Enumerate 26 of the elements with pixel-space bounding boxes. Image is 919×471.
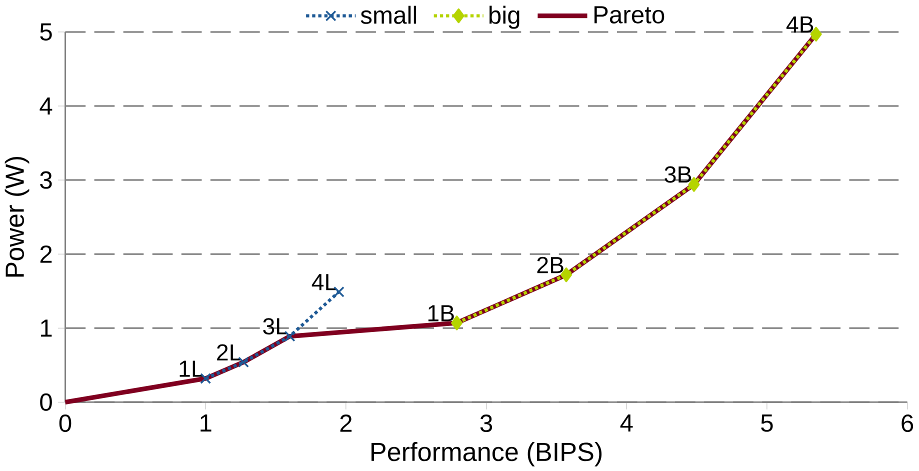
legend-label: Pareto <box>594 6 664 24</box>
x-tick-label: 2 <box>340 414 352 432</box>
annotation: 2B <box>537 256 564 273</box>
y-tick-label: 5 <box>40 23 52 41</box>
y-tick-label: 2 <box>40 245 52 263</box>
annotation: 4L <box>312 274 336 290</box>
annotation: 1B <box>428 305 454 322</box>
x-tick-label: 3 <box>480 414 492 432</box>
legend-label: big <box>490 6 520 29</box>
y-tick-label: 3 <box>40 171 52 189</box>
y-tick-label: 0 <box>40 393 52 411</box>
y-tick-label: 4 <box>40 97 52 114</box>
annotation: 4B <box>786 16 814 32</box>
x-axis-title: Performance (BIPS) <box>372 442 602 466</box>
x-tick-label: 0 <box>59 414 72 432</box>
x-tick-label: 5 <box>761 414 773 432</box>
x-tick-label: 4 <box>620 414 633 432</box>
annotation: 3L <box>263 318 288 334</box>
annotation: 3B <box>664 166 692 183</box>
y-axis-title: Power (W) <box>4 156 30 277</box>
annotation: 1L <box>180 360 204 377</box>
x-tick-label: 1 <box>200 414 212 432</box>
legend-label: small <box>360 6 416 24</box>
x-tick-label: 6 <box>902 414 914 432</box>
annotation: 2L <box>217 344 241 360</box>
y-tick-label: 1 <box>41 320 52 337</box>
